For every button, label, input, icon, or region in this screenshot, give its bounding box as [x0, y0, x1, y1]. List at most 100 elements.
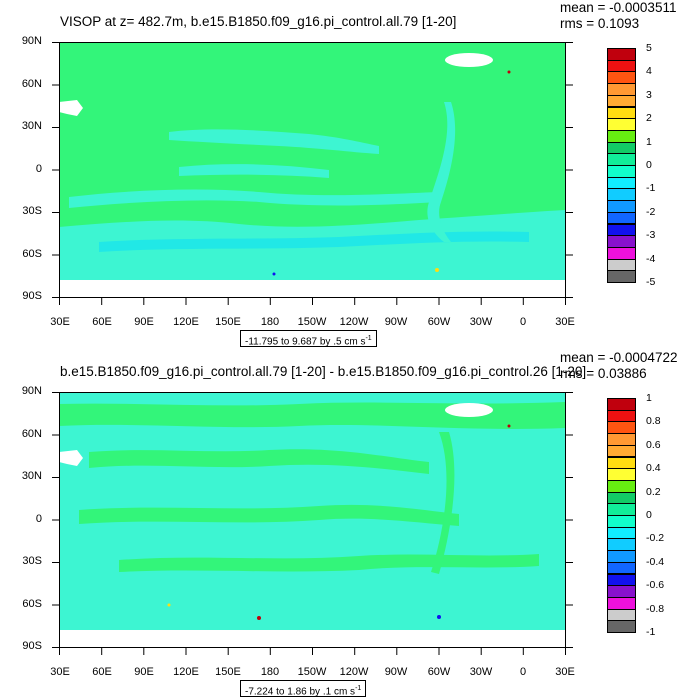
- map-frame: [59, 392, 565, 647]
- colorbar-label: 4: [646, 65, 652, 78]
- midlat-band-1: [69, 189, 439, 208]
- colorbar-label: 1: [646, 135, 652, 148]
- colorbar-label: 0.4: [646, 462, 661, 475]
- anomaly-spot: [257, 616, 261, 620]
- colorbar-label: 2: [646, 112, 652, 125]
- lat-label: 30N: [21, 470, 42, 482]
- colorbar-label: -1: [646, 182, 656, 195]
- lon-label: 120W: [339, 316, 369, 328]
- lon-label: 30E: [555, 316, 575, 328]
- tropical-band: [179, 164, 329, 178]
- colorbar-label: 1: [646, 392, 652, 404]
- lon-label: 120E: [173, 666, 199, 678]
- land-mask-west: [59, 100, 83, 116]
- colorbar-label: -0.8: [646, 602, 665, 615]
- colorbar-label: -0.2: [646, 532, 665, 545]
- green-band: [59, 402, 565, 429]
- colorbar-label: -4: [646, 252, 656, 265]
- lon-label: 120W: [339, 666, 369, 678]
- antarctic-mask: [59, 280, 565, 297]
- rms-value: rms = 0.1093: [560, 16, 640, 31]
- lon-label: 150E: [215, 316, 241, 328]
- lon-label: 30W: [469, 316, 493, 328]
- mean-value: mean = -0.0004722: [560, 350, 678, 365]
- lon-label: 0: [519, 666, 527, 678]
- lon-label: 180: [260, 666, 280, 678]
- anomaly-spot: [507, 424, 511, 428]
- lon-label: 90W: [384, 316, 408, 328]
- green-band: [89, 449, 429, 474]
- lon-label: 90E: [134, 666, 154, 678]
- ocean-field-map: [59, 42, 565, 297]
- lat-label: 90N: [21, 385, 42, 397]
- colorbar-label: 0.2: [646, 485, 661, 498]
- lat-label: 60N: [21, 428, 42, 440]
- lat-label: 60S: [22, 248, 42, 260]
- anomaly-spot: [272, 272, 276, 276]
- map-panel-bottom: b.e15.B1850.f09_g16.pi_control.all.79 [1…: [0, 350, 700, 700]
- ocean-field-map: [59, 392, 565, 647]
- land-mask-west: [59, 450, 83, 466]
- greenland-mask: [445, 53, 493, 67]
- lat-label: 30S: [22, 205, 42, 217]
- lat-label: 90S: [22, 640, 42, 652]
- colorbar-label: 0.6: [646, 438, 661, 451]
- lat-label: 90N: [21, 35, 42, 47]
- anomaly-spot: [435, 268, 439, 272]
- colorbar-label: -2: [646, 205, 656, 218]
- anomaly-spot: [167, 603, 171, 607]
- lat-label: 30N: [21, 120, 42, 132]
- lon-label: 90E: [134, 316, 154, 328]
- colorbar-label: 5: [646, 42, 652, 54]
- lat-label: 90S: [22, 290, 42, 302]
- lon-label: 0: [519, 316, 527, 328]
- midlat-band-2: [99, 231, 529, 252]
- axis-frame: [52, 392, 573, 655]
- colorbar-label: -1: [646, 626, 656, 638]
- lon-label: 150W: [297, 316, 327, 328]
- contour-range-text: -11.795 to 9.687 by .5 cm s: [245, 336, 366, 348]
- anomaly-spot: [507, 70, 511, 74]
- lon-label: 30E: [50, 666, 70, 678]
- antarctic-mask: [59, 630, 565, 647]
- lat-label: 60S: [22, 598, 42, 610]
- colorbar-swatch: [607, 270, 636, 283]
- colorbar-swatch: [607, 620, 636, 633]
- equatorial-band: [169, 129, 379, 154]
- contour-range-box: -7.224 to 1.86 by .1 cm s-1: [240, 680, 367, 698]
- lon-label: 30W: [469, 666, 493, 678]
- contour-range-text: -7.224 to 1.86 by .1 cm s: [245, 686, 356, 698]
- colorbar-label: -3: [646, 229, 656, 242]
- rms-value: rms = 0.03886: [560, 366, 647, 381]
- colorbar-label: -0.4: [646, 555, 665, 568]
- lat-label: 0: [35, 163, 42, 175]
- colorbar-label: 3: [646, 88, 652, 101]
- lon-label: 120E: [173, 316, 199, 328]
- colorbar-label: 0.8: [646, 415, 661, 428]
- atlantic-streak: [431, 432, 455, 574]
- lon-label: 90W: [384, 666, 408, 678]
- greenland-mask: [445, 403, 493, 417]
- lat-label: 30S: [22, 555, 42, 567]
- lon-label: 60W: [427, 316, 451, 328]
- colorbar-label: -5: [646, 276, 656, 288]
- lon-label: 30E: [50, 316, 70, 328]
- panel-title: VISOP at z= 482.7m, b.e15.B1850.f09_g16.…: [60, 14, 457, 29]
- atlantic-streak: [427, 102, 456, 242]
- unit-exponent: -1: [355, 685, 362, 692]
- lon-label: 60E: [92, 666, 112, 678]
- map-frame: [59, 42, 565, 297]
- colorbar-label: 0: [646, 159, 652, 171]
- lon-label: 60W: [427, 666, 451, 678]
- lon-label: 150E: [215, 666, 241, 678]
- green-band: [79, 504, 459, 526]
- colorbar-label: 0: [646, 509, 652, 521]
- colorbar-label: -0.6: [646, 579, 665, 592]
- lon-label: 60E: [92, 316, 112, 328]
- lat-label: 60N: [21, 78, 42, 90]
- panel-title: b.e15.B1850.f09_g16.pi_control.all.79 [1…: [60, 364, 587, 379]
- axis-frame: [52, 42, 573, 305]
- green-band: [119, 554, 539, 572]
- lon-label: 150W: [297, 666, 327, 678]
- anomaly-spot: [437, 615, 441, 619]
